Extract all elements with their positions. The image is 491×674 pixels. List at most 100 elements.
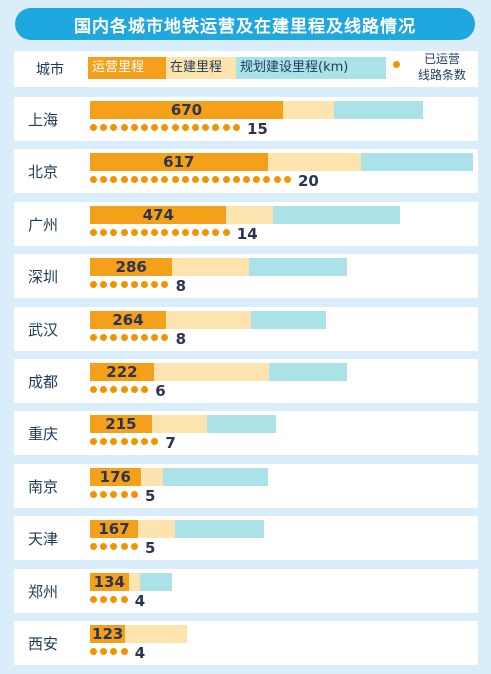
city-label: 深圳 — [28, 268, 59, 287]
line-dot-icon — [90, 595, 97, 603]
line-dot-icon — [90, 176, 97, 184]
line-dot-icon — [100, 543, 108, 551]
city-row: 武汉 264 8 — [14, 306, 478, 351]
line-dot-icon — [100, 281, 108, 289]
operating-value-label: 617 — [163, 153, 195, 172]
line-count-label: 6 — [155, 382, 166, 400]
line-count-label: 14 — [236, 224, 258, 243]
line-dot-icon — [212, 124, 220, 131]
city-label: 北京 — [28, 163, 59, 182]
line-dot-icon — [130, 543, 138, 551]
line-dot-icon — [181, 124, 189, 131]
legend-building: 在建里程 — [166, 57, 240, 79]
city-row: 深圳 286 8 — [14, 254, 478, 299]
line-dot-icon — [90, 333, 97, 341]
line-dot-icon — [100, 490, 108, 498]
operating-bar — [90, 520, 139, 539]
city-label: 武汉 — [28, 320, 59, 339]
line-dot-icon — [120, 124, 128, 131]
line-count-label: 5 — [145, 486, 156, 505]
line-dot-icon — [90, 386, 97, 393]
line-dot-icon — [232, 176, 240, 184]
operating-value-label: 123 — [92, 625, 124, 643]
line-dot-icon — [151, 438, 159, 446]
line-dot-icon — [141, 386, 148, 393]
operating-value-label: 215 — [105, 415, 137, 434]
line-dot-icon — [100, 438, 108, 446]
line-dot-icon — [90, 490, 97, 498]
line-dot-icon — [100, 595, 108, 603]
line-dot-icon — [263, 176, 271, 184]
line-dot-icon — [100, 386, 108, 393]
line-count-label: 4 — [134, 591, 146, 610]
operating-value-label: 264 — [112, 310, 144, 329]
line-dot-icon — [100, 228, 108, 236]
line-dot-icon — [110, 490, 118, 498]
operating-value-label: 286 — [115, 258, 147, 277]
city-row: 广州 474 14 — [14, 201, 478, 246]
line-dot-icon — [232, 124, 240, 131]
line-dot-icon — [151, 281, 159, 289]
legend-header: 城市 运营里程 在建里程 规划建设里程(km) 已运营 线路条数 — [14, 51, 478, 87]
line-dot-icon — [110, 595, 118, 603]
city-label: 上海 — [28, 111, 59, 129]
line-dot-icon — [130, 124, 138, 131]
line-dot-icon — [100, 124, 108, 131]
line-dot-icon — [141, 124, 148, 131]
line-dot-icon — [171, 124, 179, 131]
line-dot-icon — [181, 176, 189, 184]
line-dot-icon — [130, 176, 138, 184]
line-dot-icon — [90, 281, 97, 289]
city-row: 郑州 134 4 — [14, 568, 478, 613]
line-dot-icon — [141, 333, 148, 341]
operating-bar — [90, 572, 129, 591]
line-count-label: 15 — [247, 120, 268, 138]
line-dot-icon — [120, 281, 128, 289]
city-column-header: 城市 — [36, 62, 64, 78]
line-dot-icon — [90, 228, 97, 236]
line-dot-icon — [120, 438, 128, 446]
operating-bar — [90, 310, 167, 329]
line-dot-icon — [161, 333, 169, 341]
line-dot-icon — [192, 176, 199, 184]
city-row: 天津 167 5 — [14, 516, 478, 561]
line-dot-icon — [130, 438, 138, 446]
line-count-label: 4 — [134, 644, 146, 662]
legend-planned: 规划建设里程(km) — [236, 57, 386, 79]
operating-value-label: 134 — [93, 572, 125, 591]
line-dot-icon — [110, 281, 118, 289]
line-dot-icon — [253, 176, 261, 184]
city-row: 重庆 215 7 — [14, 411, 478, 456]
city-label: 西安 — [28, 635, 59, 653]
line-dot-icon — [110, 438, 118, 446]
line-dot-icon — [120, 333, 128, 341]
line-dot-icon — [202, 176, 210, 184]
line-dot-icon — [90, 543, 97, 551]
city-row: 北京 617 20 — [14, 149, 478, 194]
line-dot-icon — [130, 228, 138, 236]
legend-dot-icon — [393, 61, 400, 68]
line-dot-icon — [90, 648, 97, 655]
line-dot-icon — [141, 228, 148, 236]
line-dot-icon — [120, 386, 128, 393]
line-dot-icon — [110, 648, 118, 655]
line-dot-icon — [171, 228, 179, 236]
line-dot-icon — [243, 176, 250, 184]
line-dot-icon — [161, 281, 169, 289]
city-label: 南京 — [28, 477, 59, 496]
line-dot-icon — [100, 648, 108, 655]
line-dot-icon — [171, 176, 179, 184]
city-label: 成都 — [28, 373, 59, 391]
line-dot-icon — [120, 595, 128, 603]
line-dot-icon — [151, 333, 159, 341]
line-dot-icon — [141, 281, 148, 289]
line-dot-icon — [120, 176, 128, 184]
operating-bar — [90, 258, 173, 277]
line-dot-icon — [202, 124, 210, 131]
operating-bar — [90, 205, 227, 224]
line-dot-icon — [100, 333, 108, 341]
line-dot-icon — [110, 333, 118, 341]
operating-value-label: 670 — [170, 101, 203, 119]
city-label: 天津 — [28, 530, 59, 549]
operating-value-label: 222 — [106, 363, 138, 381]
